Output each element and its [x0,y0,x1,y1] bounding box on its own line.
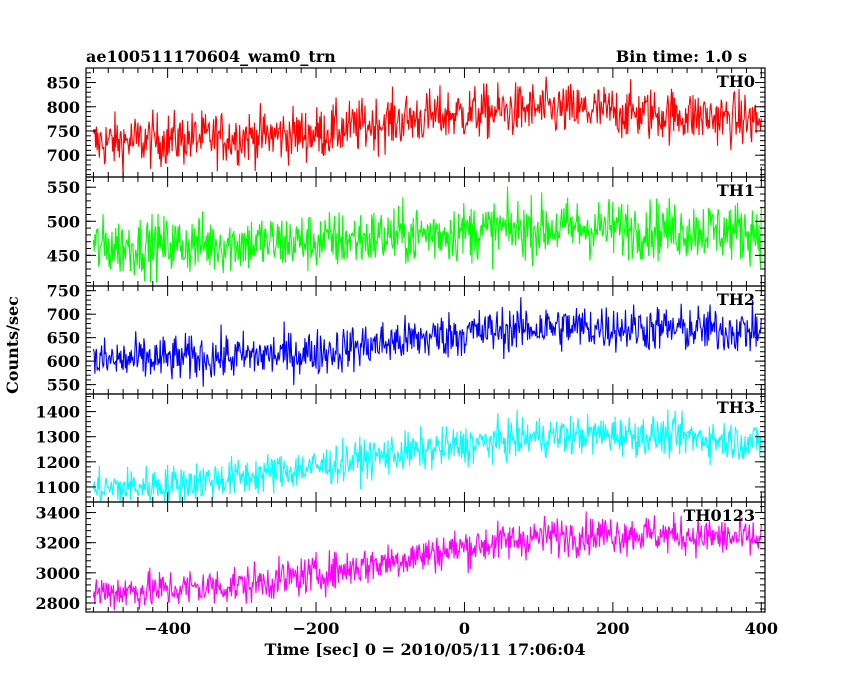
panel-frame [85,501,766,613]
y-tick-label: 3200 [35,534,80,553]
x-tick-label: 400 [745,619,778,638]
panel-label: TH0123 [683,506,755,525]
y-tick-label: 550 [47,178,80,197]
y-tick-label: 750 [47,122,80,141]
series-line-th3 [92,409,762,502]
y-tick-label: 550 [47,376,80,395]
y-tick-label: 1100 [35,478,80,497]
panel-label: TH1 [717,181,755,200]
y-tick-label: 1200 [35,453,80,472]
y-tick-label: 1300 [35,428,80,447]
series-line-th0123 [92,511,762,611]
y-tick-label: 1400 [35,403,80,422]
x-tick-label: −200 [293,619,340,638]
series-line-th2 [92,297,762,387]
y-tick-label: 3400 [35,504,80,523]
x-axis-label: Time [sec] 0 = 2010/05/11 17:06:04 [265,640,586,659]
y-tick-label: 850 [47,74,80,93]
y-tick-label: 700 [47,305,80,324]
x-tick-label: −400 [144,619,191,638]
x-tick-label: 200 [596,619,629,638]
y-tick-label: 3000 [35,564,80,583]
panel-th1: 450 500 550 TH1 [47,176,766,287]
series-line-th0 [92,76,762,177]
y-tick-label: 600 [47,352,80,371]
y-tick-label: 750 [47,282,80,301]
panel-label: TH0 [717,72,755,91]
panel-label: TH3 [717,398,755,417]
panel-th0123: 2800 3000 3200 3400 TH0123 [35,501,766,613]
panel-th3: 1100 1200 1300 1400 TH3 [35,393,766,503]
series-line-th1 [92,186,762,283]
panel-label: TH2 [717,290,755,309]
panel-th0: 700 750 800 850 TH0 [47,67,766,178]
x-tick-label: 0 [459,619,470,638]
y-tick-label: 2800 [35,594,80,613]
chart-title: ae100511170604_wam0_trn [86,47,336,66]
bin-time-label: Bin time: 1.0 s [616,47,747,66]
y-tick-label: 800 [47,98,80,117]
y-axis-label: Counts/sec [3,296,22,394]
panel-th2: 550 600 650 700 750 TH2 [47,282,766,395]
y-tick-label: 450 [47,246,80,265]
y-tick-label: 500 [47,212,80,231]
y-tick-label: 650 [47,329,80,348]
y-tick-label: 700 [47,146,80,165]
